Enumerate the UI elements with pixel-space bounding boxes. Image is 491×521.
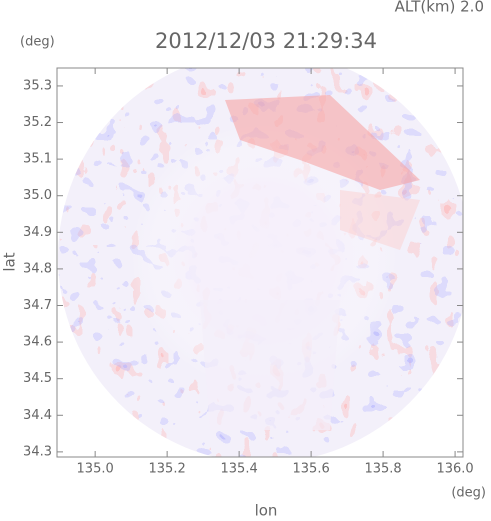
y-tick-label: 34.6 [23,335,52,350]
y-tick-label: 34.7 [23,298,52,313]
y-tick-label: 34.8 [23,261,52,276]
y-tick-label: 35.3 [23,78,52,93]
altitude-label: ALT(km) 2.0 [395,0,484,16]
radar-field [58,68,463,457]
y-unit: (deg) [20,35,55,50]
x-tick-label: 135.4 [221,462,258,477]
x-tick-label: 136.0 [436,462,473,477]
y-tick-label: 35.0 [23,188,52,203]
x-tick-label: 135.8 [364,462,401,477]
y-tick-label: 34.4 [23,408,52,423]
y-tick-label: 35.1 [23,152,52,167]
y-tick-label: 34.9 [23,225,52,240]
y-tick-label: 34.5 [23,371,52,386]
x-axis-label: lon [255,502,278,520]
x-tick-label: 135.0 [77,462,114,477]
y-tick-label: 35.2 [23,115,52,130]
y-axis-label: lat [1,252,19,271]
chart-title: 2012/12/03 21:29:34 [155,29,377,53]
x-tick-label: 135.6 [293,462,330,477]
x-tick-label: 135.2 [149,462,186,477]
y-tick-label: 34.3 [23,444,52,459]
plot-frame [56,67,464,458]
x-unit: (deg) [451,486,486,501]
